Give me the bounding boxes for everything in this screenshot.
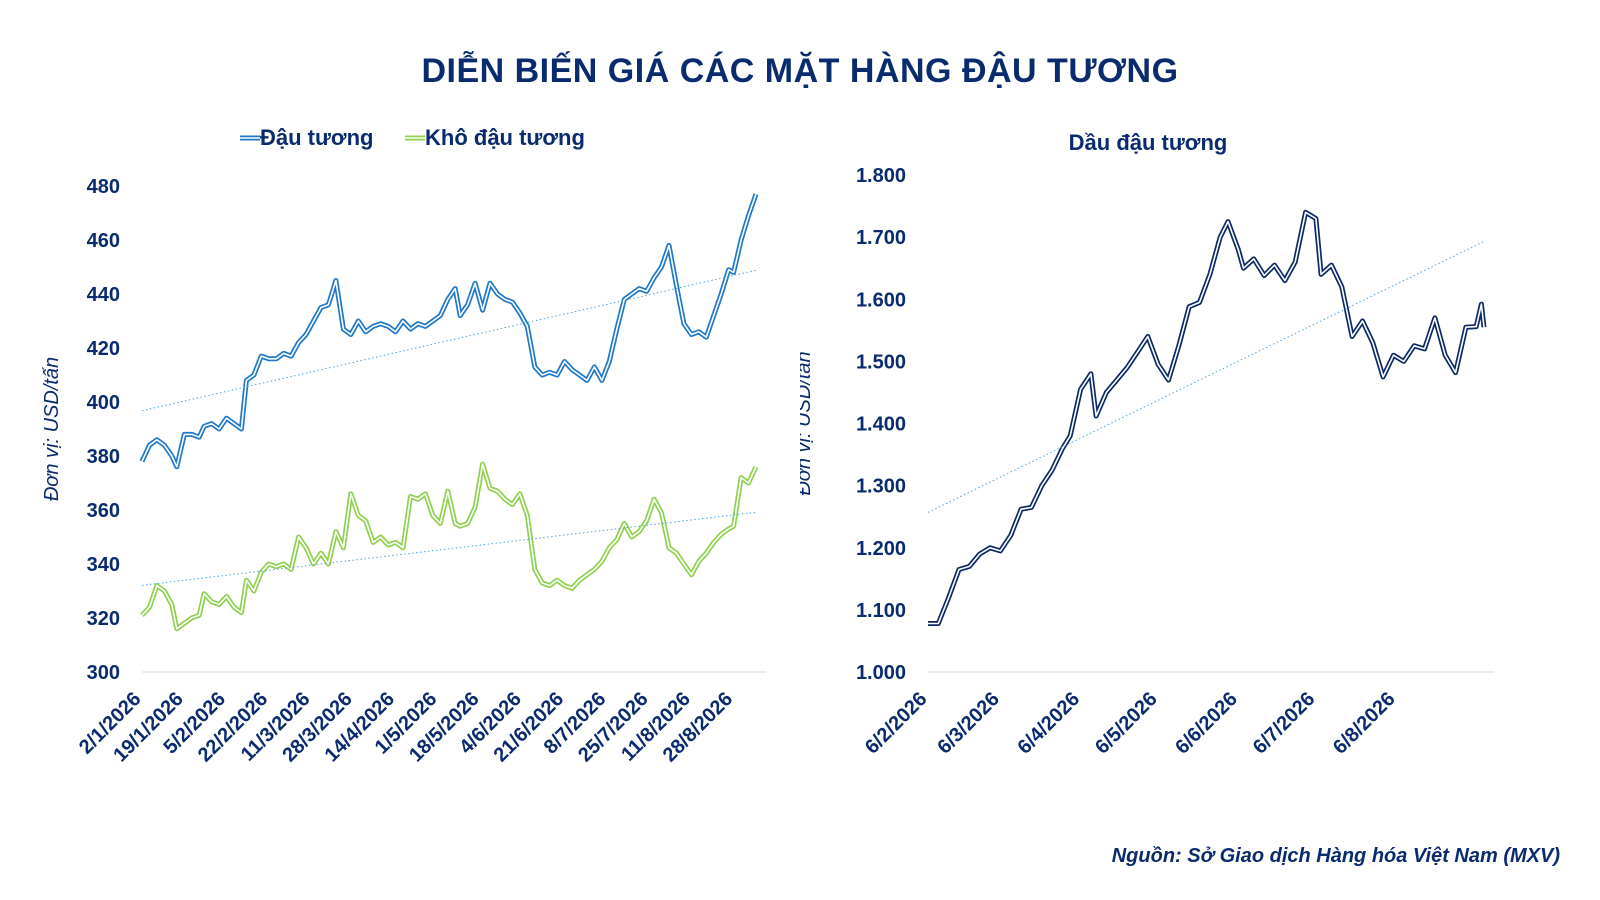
y-tick-label: 440 bbox=[87, 284, 120, 306]
series-line-outer bbox=[928, 209, 1487, 626]
source-note: Nguồn: Sở Giao dịch Hàng hóa Việt Nam (M… bbox=[1111, 845, 1560, 867]
y-tick-label: 420 bbox=[87, 338, 120, 360]
x-tick-label: 6/6/2026 bbox=[1171, 688, 1242, 759]
y-tick-label: 1.500 bbox=[856, 351, 906, 373]
series-line-inner bbox=[928, 211, 1485, 625]
legend-label: Khô đậu tương bbox=[425, 125, 585, 150]
y-tick-label: 380 bbox=[87, 446, 120, 468]
y-tick-label: 1.700 bbox=[856, 227, 906, 249]
y-tick-label: 480 bbox=[87, 176, 120, 198]
chart-soybean-oil: 1.000 1.100 1.200 1.300 1.400 1.500 1.600 1.700… bbox=[800, 130, 1494, 759]
x-tick-label: 6/7/2026 bbox=[1249, 688, 1320, 759]
y-tick-label: 460 bbox=[87, 230, 120, 252]
trendline bbox=[141, 511, 757, 586]
legend-item: Đậu tương bbox=[240, 125, 373, 150]
x-tick-label: 6/5/2026 bbox=[1091, 688, 1162, 759]
series-line-inner bbox=[141, 463, 757, 630]
chart-soybean-meal: 300 320 340 360 380 400 420 440 460 480 Đơn vị: US… bbox=[41, 125, 766, 766]
x-tick-label: 6/4/2026 bbox=[1014, 688, 1085, 759]
y-tick-label: 1.400 bbox=[856, 414, 906, 436]
y-axis-label: Đơn vị: USD/tấn bbox=[41, 357, 63, 501]
y-tick-label: 300 bbox=[87, 662, 120, 684]
x-tick-label: 6/8/2026 bbox=[1329, 688, 1400, 759]
chart-subtitle: Dầu đậu tương bbox=[1069, 130, 1228, 155]
trendline bbox=[927, 241, 1485, 513]
series-line-outer bbox=[139, 193, 759, 470]
y-tick-label: 1.200 bbox=[856, 538, 906, 560]
series-0 bbox=[928, 209, 1487, 626]
legend-label: Đậu tương bbox=[260, 125, 373, 150]
y-tick-label: 1.800 bbox=[856, 165, 906, 187]
y-tick-label: 400 bbox=[87, 392, 120, 414]
trendline bbox=[141, 269, 757, 412]
x-tick-label: 6/3/2026 bbox=[933, 688, 1004, 759]
page-title: DIỄN BIẾN GIÁ CÁC MẶT HÀNG ĐẬU TƯƠNG bbox=[421, 52, 1179, 90]
y-tick-label: 360 bbox=[87, 500, 120, 522]
y-tick-label: 1.000 bbox=[856, 662, 906, 684]
legend-item: Khô đậu tương bbox=[405, 125, 585, 150]
series-0 bbox=[139, 193, 759, 470]
y-tick-label: 1.300 bbox=[856, 476, 906, 498]
series-1 bbox=[140, 461, 759, 632]
y-tick-label: 1.100 bbox=[856, 600, 906, 622]
x-tick-label: 6/2/2026 bbox=[861, 688, 932, 759]
series-line-outer bbox=[140, 461, 759, 632]
y-tick-label: 320 bbox=[87, 608, 120, 630]
series-line-inner bbox=[141, 193, 757, 468]
y-tick-label: 1.600 bbox=[856, 289, 906, 311]
y-tick-label: 340 bbox=[87, 554, 120, 576]
y-axis-label: Đơn vị: USD/tấn bbox=[800, 351, 815, 495]
